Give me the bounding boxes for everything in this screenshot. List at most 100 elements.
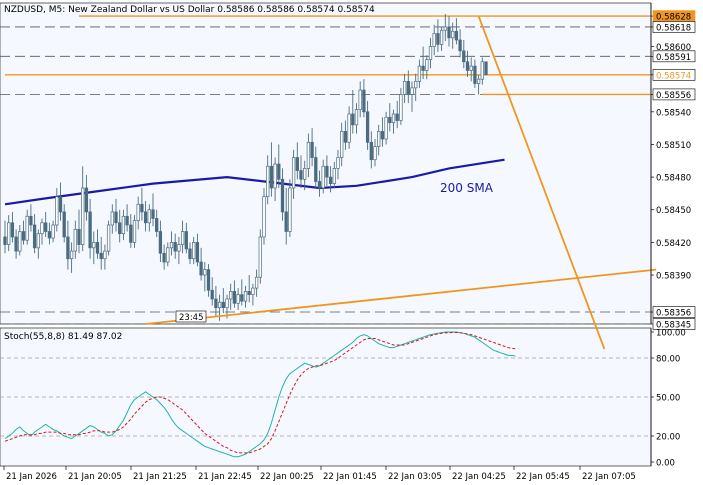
candle bbox=[214, 285, 218, 317]
price-tick-label: 0.58480 bbox=[656, 174, 691, 184]
candle-body bbox=[132, 220, 137, 243]
candle bbox=[354, 103, 359, 134]
price-tick-label: 0.58510 bbox=[656, 141, 691, 151]
candle bbox=[77, 209, 81, 254]
candle bbox=[169, 231, 174, 256]
stoch-main-line bbox=[4, 331, 516, 458]
candle-body bbox=[469, 65, 473, 71]
candle bbox=[417, 59, 422, 88]
candle-body bbox=[232, 291, 237, 304]
candle bbox=[180, 220, 185, 254]
price-tag-box bbox=[652, 88, 696, 101]
candle-body bbox=[32, 224, 37, 249]
candle bbox=[414, 73, 418, 101]
candle-body bbox=[110, 211, 114, 226]
candle bbox=[373, 139, 377, 167]
candle-body bbox=[21, 231, 26, 241]
candle bbox=[99, 236, 103, 270]
candle bbox=[391, 109, 396, 134]
candle-body bbox=[343, 131, 348, 143]
candle-body bbox=[391, 113, 396, 124]
candle bbox=[103, 244, 107, 270]
stoch-signal-line bbox=[4, 332, 516, 454]
candle-body bbox=[373, 146, 377, 161]
stoch-tick-label: 20.00 bbox=[656, 433, 680, 443]
time-tick-label: 22 Jan 07:05 bbox=[582, 472, 636, 482]
candle-body bbox=[277, 163, 281, 180]
candle-body bbox=[184, 231, 188, 250]
candle bbox=[206, 264, 211, 297]
price-tick-label: 0.58600 bbox=[656, 43, 691, 53]
trendline bbox=[145, 268, 657, 325]
candle bbox=[81, 166, 85, 252]
candle-body bbox=[317, 181, 322, 189]
candle-body bbox=[269, 165, 274, 189]
candle-body bbox=[103, 250, 107, 260]
candle bbox=[243, 285, 248, 308]
candle bbox=[266, 155, 270, 205]
candle-body bbox=[258, 236, 262, 278]
candle bbox=[177, 236, 181, 265]
price-tag-label: 0.58574 bbox=[656, 71, 691, 81]
candle-body bbox=[310, 141, 314, 158]
time-tick-label: 22 Jan 05:45 bbox=[516, 472, 570, 482]
candle bbox=[32, 214, 37, 254]
candle bbox=[458, 29, 462, 58]
candle-body bbox=[243, 291, 248, 302]
time-tick-label: 21 Jan 2026 bbox=[6, 472, 57, 482]
candle bbox=[10, 211, 15, 243]
candle bbox=[84, 174, 89, 221]
candle bbox=[447, 16, 451, 47]
candle bbox=[210, 277, 214, 306]
candle bbox=[280, 168, 285, 221]
candle-body bbox=[69, 250, 74, 260]
candle-body bbox=[425, 59, 429, 71]
candle-body bbox=[166, 247, 170, 263]
candle bbox=[436, 19, 440, 52]
candle bbox=[277, 144, 281, 188]
candle bbox=[410, 81, 414, 112]
candle-body bbox=[73, 228, 77, 252]
candle-body bbox=[306, 141, 311, 169]
price-tag-label: 0.58356 bbox=[656, 309, 691, 319]
candle-body bbox=[377, 131, 381, 147]
candle-body bbox=[58, 196, 63, 213]
candle bbox=[62, 204, 66, 243]
candle bbox=[95, 229, 100, 259]
candle bbox=[340, 122, 344, 167]
candle-body bbox=[169, 242, 174, 249]
candle bbox=[347, 106, 351, 149]
candle-body bbox=[458, 39, 462, 52]
candle bbox=[399, 87, 403, 125]
candle-body bbox=[280, 178, 285, 213]
candle bbox=[480, 57, 484, 85]
stoch-axis: 100.00 80.00 50.00 20.00 0.00 bbox=[650, 328, 686, 469]
candles bbox=[3, 13, 488, 321]
candle-body bbox=[443, 26, 447, 31]
candle-body bbox=[254, 276, 259, 289]
candle bbox=[428, 37, 433, 69]
candle-body bbox=[473, 65, 477, 84]
candle-body bbox=[421, 65, 425, 71]
candle-body bbox=[66, 236, 70, 260]
candle-body bbox=[3, 236, 7, 245]
candle-body bbox=[266, 165, 270, 198]
candle bbox=[380, 117, 385, 147]
candle bbox=[388, 103, 392, 132]
candle-body bbox=[462, 50, 466, 63]
candle bbox=[92, 231, 96, 265]
candle bbox=[247, 275, 251, 303]
time-tick-label: 22 Jan 00:25 bbox=[260, 472, 314, 482]
candle-body bbox=[325, 165, 329, 178]
candle bbox=[425, 55, 429, 80]
candle-body bbox=[81, 187, 85, 245]
candle bbox=[7, 215, 11, 252]
candle-body bbox=[332, 168, 336, 184]
candle-body bbox=[336, 157, 340, 169]
stoch-tick-label: 100.00 bbox=[656, 329, 686, 339]
time-axis: 21 Jan 2026 21 Jan 20:05 21 Jan 21:25 21 Ja… bbox=[3, 466, 636, 482]
candle-body bbox=[36, 233, 40, 249]
candle-body bbox=[203, 269, 207, 276]
candle-body bbox=[314, 157, 318, 182]
